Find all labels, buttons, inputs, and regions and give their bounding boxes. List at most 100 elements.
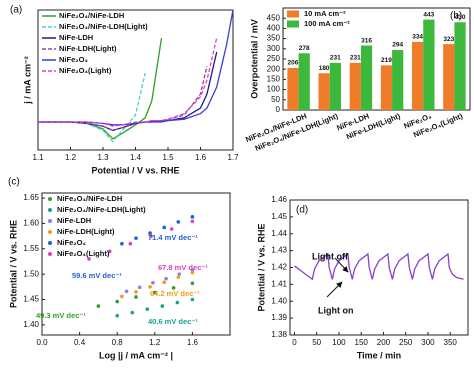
point <box>148 285 152 289</box>
bar <box>443 44 455 110</box>
point <box>96 304 101 308</box>
point <box>175 300 180 305</box>
y-axis-label: Potential / V vs. RHE <box>256 223 266 311</box>
legend-label: NiFe-LDH <box>57 216 91 225</box>
point <box>160 304 165 308</box>
point <box>176 275 181 279</box>
legend-label: NiFe-LDH <box>59 33 93 42</box>
x-tick-label: 150 <box>355 338 369 347</box>
value-label: 180 <box>319 65 330 72</box>
panel-label: (d) <box>296 205 308 216</box>
bar <box>298 53 310 110</box>
annotation: Light off <box>312 251 349 261</box>
legend-swatch <box>287 10 299 18</box>
legend-label: NiFe₂O₄ <box>57 238 86 247</box>
value-label: 294 <box>392 42 403 49</box>
y-tick-label: 1.55 <box>23 244 39 253</box>
y-tick-label: 400 <box>267 24 281 33</box>
value-label: 278 <box>299 45 310 52</box>
value-label: 231 <box>350 55 361 62</box>
x-tick-label: 1.2 <box>65 153 77 162</box>
point <box>169 227 174 231</box>
point <box>134 236 138 240</box>
plot-frame <box>41 192 231 336</box>
y-tick-label: 350 <box>267 34 281 43</box>
y-tick-label: 50 <box>271 95 280 104</box>
panel-label: (c) <box>8 177 20 188</box>
bar <box>412 41 424 110</box>
legend-swatch <box>287 20 299 28</box>
point <box>124 289 129 294</box>
y-tick-label: 1.43 <box>271 246 287 255</box>
point <box>107 249 112 254</box>
point <box>120 294 124 299</box>
annotation: 71.4 mV dec⁻¹ <box>148 233 198 242</box>
panel-label: (b) <box>450 11 462 22</box>
x-tick-label: 0 <box>292 338 297 347</box>
value-label: 443 <box>423 11 434 18</box>
point <box>190 281 195 286</box>
annotation: 49.3 mV dec⁻¹ <box>36 311 86 320</box>
point <box>177 272 182 276</box>
data-line <box>294 252 464 281</box>
value-label: 334 <box>412 34 423 41</box>
y-tick-label: 1.39 <box>271 313 287 322</box>
legend-label: NiFe₂O₄/NiFe-LDH(Light) <box>57 205 146 214</box>
x-tick-label: 0.4 <box>74 338 86 347</box>
panel-label: (a) <box>10 5 22 16</box>
x-tick-label: 1.3 <box>97 153 109 162</box>
annotation: 64.2 mV dec⁻¹ <box>150 289 200 298</box>
x-tick-label: 1.6 <box>187 338 199 347</box>
annotation: Light on <box>318 305 354 315</box>
y-tick-label: 1.60 <box>23 219 39 228</box>
x-tick-label: 1.5 <box>162 153 174 162</box>
bar <box>454 22 466 111</box>
point <box>162 225 166 230</box>
x-tick-label: 0.8 <box>112 338 124 347</box>
legend-swatch <box>48 241 52 245</box>
legend-label: NiFe-LDH(Light) <box>57 227 115 236</box>
value-label: 323 <box>443 36 454 43</box>
y-tick-label: 150 <box>267 75 281 84</box>
data-line <box>38 37 218 127</box>
x-tick-label: 300 <box>421 338 435 347</box>
bar <box>392 50 404 110</box>
legend-swatch <box>48 219 52 223</box>
bar <box>349 62 361 110</box>
point <box>190 297 195 302</box>
point <box>148 231 152 235</box>
y-axis-label: Potential / V vs. RHE <box>8 220 18 308</box>
legend-label: NiFe₂O₄(Light) <box>59 66 112 75</box>
x-tick-label: 350 <box>444 338 458 347</box>
point <box>120 241 124 246</box>
bar <box>360 45 373 111</box>
annotation: 59.6 mV dec⁻¹ <box>72 271 122 280</box>
point <box>164 276 168 281</box>
legend-label: NiFe-LDH(Light) <box>59 44 117 53</box>
plot-frame <box>37 9 234 151</box>
y-tick-label: 1.50 <box>23 269 39 278</box>
arrow <box>334 257 349 273</box>
legend-swatch <box>48 197 52 201</box>
point <box>149 234 153 238</box>
y-tick-label: 300 <box>267 44 281 53</box>
value-label: 231 <box>330 55 341 62</box>
legend-label: NiFe₂O₄/NiFe-LDH <box>57 194 122 203</box>
point <box>171 286 176 290</box>
x-axis-label: Potential / V vs. RHE <box>91 165 179 175</box>
point <box>162 280 166 285</box>
legend-label: NiFe₂O₄ <box>59 55 88 64</box>
y-tick-label: 1.40 <box>23 320 39 329</box>
data-line <box>38 72 146 143</box>
plot-frame <box>289 199 469 336</box>
bar <box>423 19 435 111</box>
value-label: 316 <box>361 37 372 44</box>
y-tick-label: 200 <box>267 64 281 73</box>
x-tick-label: 0.0 <box>36 338 48 347</box>
x-tick-label: 200 <box>377 338 391 347</box>
legend-label: 100 mA cm⁻² <box>304 19 350 28</box>
y-tick-label: 100 <box>267 85 281 94</box>
x-tick-label: 1.2 <box>149 338 161 347</box>
x-tick-label: 100 <box>332 338 346 347</box>
